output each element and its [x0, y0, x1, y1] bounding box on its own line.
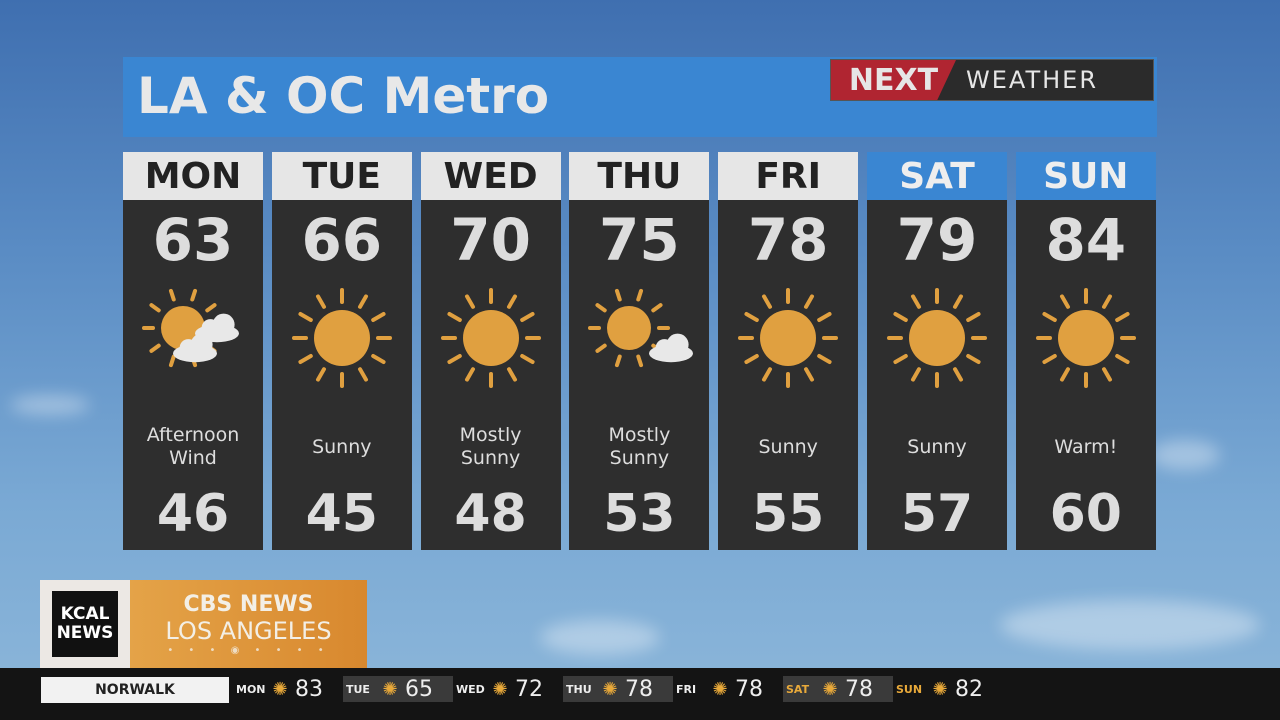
condition-text: Warm!	[1054, 435, 1118, 458]
sun-icon	[887, 288, 987, 388]
condition-text: Mostly Sunny	[608, 424, 671, 469]
day-column-fri: FRI 78 Sunny 55	[718, 152, 859, 550]
ticker-item-sun: SUN ✺ 82	[893, 676, 1003, 702]
cloud	[540, 620, 660, 655]
day-label: MON	[123, 152, 263, 200]
ticker-day: WED	[456, 682, 485, 696]
ticker-day: MON	[236, 682, 266, 696]
sun-cloud-icon	[588, 288, 694, 368]
sun-icon: ✺	[382, 678, 398, 700]
page-title: LA & OC Metro	[137, 67, 550, 125]
low-temp: 53	[603, 484, 676, 544]
ticker-item-wed: WED ✺ 72	[453, 676, 563, 702]
sun-icon: ✺	[712, 678, 728, 700]
ticker-temp: 78	[735, 676, 763, 702]
title-bar: LA & OC Metro NEXT WEATHER	[123, 57, 1157, 137]
ticker-day: FRI	[676, 682, 697, 696]
ticker-temp: 65	[405, 676, 433, 702]
ticker-item-tue: TUE ✺ 65	[343, 676, 453, 702]
day-column-tue: TUE 66 Sunny 45	[271, 152, 412, 550]
sun-icon	[738, 288, 839, 388]
cloud	[1000, 600, 1260, 650]
day-column-wed: WED 70 Mostly Sunny 48	[420, 152, 561, 550]
kcal-news-logo: KCAL NEWS	[52, 591, 118, 657]
sun-icon	[440, 288, 541, 388]
day-column-sun: SUN 84 Warm! 60	[1015, 152, 1156, 550]
logo-weather: WEATHER	[966, 66, 1098, 94]
sun-icon: ✺	[272, 678, 288, 700]
high-temp: 78	[747, 206, 829, 274]
high-temp: 70	[450, 206, 531, 274]
ticker-temp: 72	[515, 676, 543, 702]
low-temp: 48	[454, 484, 527, 544]
day-label: SAT	[867, 152, 1007, 200]
ticker-day: THU	[566, 682, 592, 696]
ticker-item-thu: THU ✺ 78	[563, 676, 673, 702]
condition-text: Sunny	[758, 435, 818, 458]
logo-next: NEXT	[831, 60, 956, 100]
ticker-temp: 78	[845, 676, 873, 702]
cloud	[1150, 440, 1220, 470]
ticker-item-mon: MON ✺ 83	[233, 676, 343, 702]
cloud	[10, 395, 90, 415]
condition-text: Afternoon Wind	[146, 424, 240, 469]
sun-icon	[291, 288, 392, 388]
sun-icon: ✺	[492, 678, 508, 700]
city-label: LOS ANGELES	[165, 617, 332, 645]
sun-clouds-icon	[142, 288, 239, 368]
day-label: FRI	[718, 152, 859, 200]
ticker-location: NORWALK	[41, 677, 229, 703]
ticker-item-fri: FRI ✺ 78	[673, 676, 783, 702]
sun-icon: ✺	[822, 678, 838, 700]
ticker-day: TUE	[346, 682, 370, 696]
day-column-mon: MON 63 Afternoon Wind 46	[123, 152, 263, 550]
next-weather-logo: NEXT WEATHER	[830, 59, 1154, 101]
sun-icon	[1035, 288, 1136, 388]
day-label: THU	[569, 152, 710, 200]
ticker-temp: 78	[625, 676, 653, 702]
sun-icon: ✺	[602, 678, 618, 700]
ticker-day: SAT	[786, 682, 810, 696]
ticker-temp: 82	[955, 676, 983, 702]
low-temp: 45	[305, 484, 378, 544]
high-temp: 66	[301, 206, 383, 274]
ticker-temp: 83	[295, 676, 323, 702]
high-temp: 63	[152, 206, 234, 274]
condition-text: Sunny	[907, 435, 967, 458]
station-brand: KCAL NEWS CBS NEWS LOS ANGELES • • • ◉ •…	[40, 580, 367, 668]
high-temp: 79	[896, 206, 978, 274]
ticker-item-sat: SAT ✺ 78	[783, 676, 893, 702]
condition-text: Sunny	[312, 435, 372, 458]
low-temp: 57	[900, 484, 974, 544]
low-temp: 55	[752, 484, 825, 544]
sun-icon: ✺	[932, 678, 948, 700]
high-temp: 75	[599, 206, 680, 274]
forecast-ticker: NORWALK MON ✺ 83 TUE ✺ 65 WED ✺ 72 THU ✺ 78 FRI ✺ 78 SA…	[0, 668, 1280, 720]
low-temp: 46	[156, 484, 230, 544]
ticker-day: SUN	[896, 682, 923, 696]
low-temp: 60	[1049, 484, 1122, 544]
day-column-thu: THU 75 Mostly Sunny 53	[569, 152, 710, 550]
high-temp: 84	[1045, 206, 1127, 274]
day-label: TUE	[271, 152, 412, 200]
day-column-sat: SAT 79 Sunny 57	[867, 152, 1007, 550]
cbs-news-label: CBS NEWS	[183, 592, 314, 617]
condition-text: Mostly Sunny	[459, 424, 522, 469]
day-label: WED	[420, 152, 561, 200]
day-label: SUN	[1015, 152, 1156, 200]
